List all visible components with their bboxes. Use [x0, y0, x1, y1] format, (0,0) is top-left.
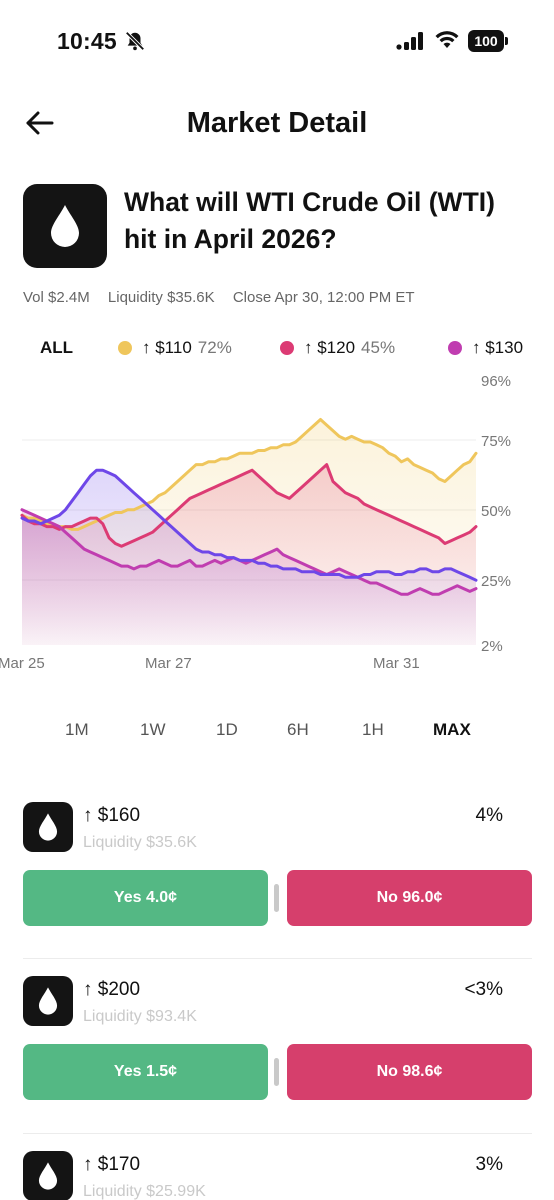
legend-label: ↑ $110 — [142, 338, 192, 357]
battery-level: 100 — [468, 30, 504, 52]
oil-drop-logo — [23, 802, 73, 852]
outcome-probability: <3% — [464, 979, 503, 1000]
series-area — [22, 470, 476, 645]
legend-pct: 45% — [361, 338, 396, 357]
legend-dot — [118, 341, 132, 355]
market-question: What will WTI Crude Oil (WTI) hit in Apr… — [124, 187, 495, 254]
outcome-label: ↑ $170 — [83, 1154, 141, 1175]
oil-drop-icon — [51, 205, 79, 247]
legend-item-120[interactable]: ↑ $120 45% — [280, 338, 395, 358]
range-1w-button[interactable]: 1W — [140, 720, 166, 739]
time-range-selector: 1M 1W 1D 6H 1H MAX — [0, 720, 554, 748]
legend-all-toggle[interactable]: ALL — [40, 338, 74, 357]
range-max-button[interactable]: MAX — [433, 720, 471, 739]
oil-drop-logo — [23, 184, 107, 268]
outcome-liquidity: Liquidity $25.99K — [83, 1183, 206, 1200]
oil-drop-icon — [38, 987, 58, 1015]
range-1h-button[interactable]: 1H — [362, 720, 384, 739]
series-line — [20, 463, 478, 548]
y-tick-label: 25% — [481, 573, 511, 590]
market-header: What will WTI Crude Oil (WTI) hit in Apr… — [23, 184, 533, 270]
y-tick-label: 50% — [481, 503, 511, 520]
price-chart-svg: 96% 75% 50% 25% 2% Mar 25 Mar 27 Mar 31 — [0, 373, 511, 672]
outcome-probability: 4% — [475, 805, 503, 826]
legend-pct: 72% — [197, 338, 232, 357]
oil-drop-icon — [38, 813, 58, 841]
status-bar: 10:45 100 — [0, 0, 554, 80]
outcome-card: ↑ $200 Liquidity $93.4K <3% Yes 1.5¢ No … — [23, 976, 532, 1106]
divider — [23, 1133, 532, 1134]
oil-drop-logo — [23, 976, 73, 1026]
outcome-liquidity: Liquidity $93.4K — [83, 1008, 197, 1025]
x-tick-label: Mar 25 — [0, 655, 45, 672]
market-volume: Vol $2.4M — [23, 289, 90, 306]
legend-dot — [280, 341, 294, 355]
buy-yes-button[interactable]: Yes 1.5¢ — [23, 1044, 268, 1100]
price-chart[interactable]: 96% 75% 50% 25% 2% Mar 25 Mar 27 Mar 31 — [0, 370, 554, 675]
legend-item-110[interactable]: ↑ $110 72% — [118, 338, 232, 358]
outcome-label: ↑ $200 — [83, 979, 141, 1000]
y-tick-label: 75% — [481, 433, 511, 450]
series-line — [20, 468, 478, 582]
divider — [23, 958, 532, 959]
oil-drop-logo — [23, 1151, 73, 1200]
y-tick-label: 96% — [481, 373, 511, 390]
bell-muted-icon — [125, 31, 145, 51]
page-title: Market Detail — [186, 107, 368, 139]
market-liquidity: Liquidity $35.6K — [107, 289, 215, 306]
back-arrow-icon[interactable] — [22, 107, 58, 139]
split-handle[interactable] — [274, 1058, 279, 1086]
x-tick-label: Mar 31 — [373, 655, 420, 672]
status-time: 10:45 — [57, 28, 117, 54]
outcome-card: ↑ $160 Liquidity $35.6K 4% Yes 4.0¢ No 9… — [23, 802, 532, 932]
signal-icon — [396, 32, 423, 50]
outcome-liquidity: Liquidity $35.6K — [83, 834, 197, 851]
outcome-card: ↑ $170 Liquidity $25.99K 3% — [23, 1151, 532, 1200]
market-meta: Vol $2.4M Liquidity $35.6K Close Apr 30,… — [23, 289, 429, 306]
buy-yes-button[interactable]: Yes 4.0¢ — [23, 870, 268, 926]
header: Market Detail — [0, 95, 554, 151]
legend-item-130[interactable]: ↑ $130 — [448, 338, 523, 358]
buy-no-button[interactable]: No 96.0¢ — [287, 870, 532, 926]
outcome-probability: 3% — [475, 1154, 503, 1175]
oil-drop-icon — [38, 1162, 58, 1190]
buy-no-button[interactable]: No 98.6¢ — [287, 1044, 532, 1100]
x-tick-label: Mar 27 — [145, 655, 192, 672]
range-1m-button[interactable]: 1M — [65, 720, 89, 739]
legend-label: ↑ $120 — [304, 338, 356, 357]
legend-label: ↑ $130 — [472, 338, 524, 357]
y-tick-label: 2% — [481, 638, 503, 655]
chart-legend: ALL ↑ $110 72% ↑ $120 45% ↑ $130 — [0, 336, 554, 362]
wifi-icon — [435, 31, 459, 48]
market-close-time: Close Apr 30, 12:00 PM ET — [232, 289, 415, 306]
legend-dot — [448, 341, 462, 355]
range-6h-button[interactable]: 6H — [287, 720, 309, 739]
outcome-label: ↑ $160 — [83, 805, 141, 826]
range-1d-button[interactable]: 1D — [216, 720, 238, 739]
battery-icon: 100 — [468, 30, 508, 52]
split-handle[interactable] — [274, 884, 279, 912]
